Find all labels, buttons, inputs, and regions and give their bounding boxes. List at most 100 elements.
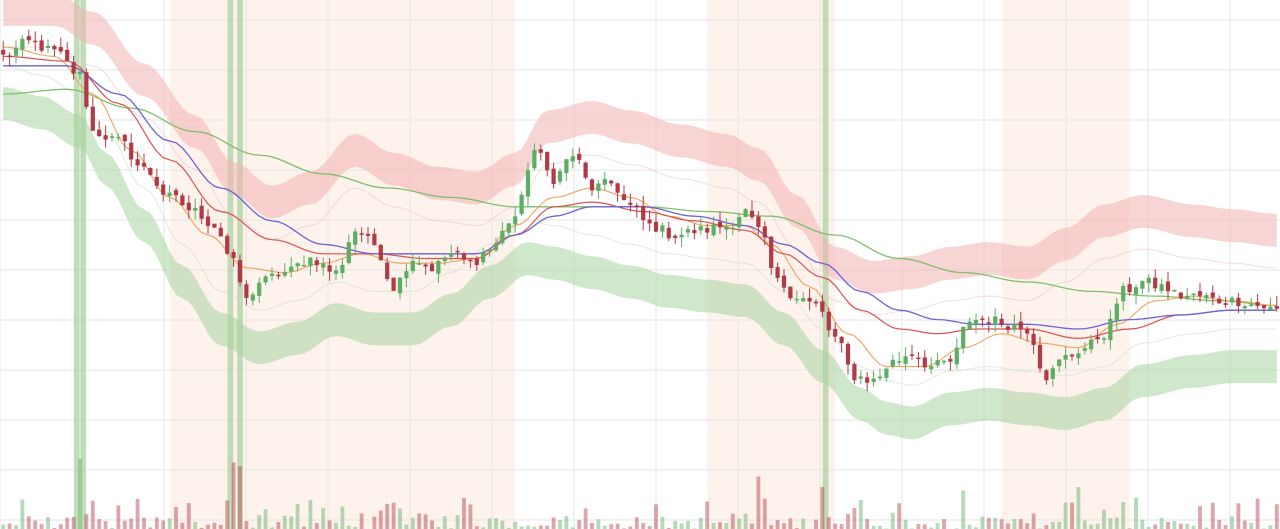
volume-bar xyxy=(519,526,524,529)
volume-bar xyxy=(577,520,582,529)
candle-body xyxy=(538,149,543,153)
volume-bar xyxy=(494,518,498,529)
volume-bar xyxy=(212,522,217,529)
candle-body xyxy=(852,364,857,381)
candle-body xyxy=(129,142,134,160)
volume-bar xyxy=(1159,517,1164,529)
volume-bar xyxy=(654,504,658,529)
candle-body xyxy=(788,286,793,299)
candle-body xyxy=(1,49,6,55)
volume-bar xyxy=(410,517,415,529)
volume-bar xyxy=(199,527,204,529)
candle-body xyxy=(999,318,1004,325)
volume-bar xyxy=(986,517,991,529)
candle-body xyxy=(1076,353,1081,359)
candle-body xyxy=(1005,326,1011,330)
candle-body xyxy=(269,273,275,276)
volume-bar xyxy=(730,513,735,529)
candle-body xyxy=(903,356,908,364)
volume-bar xyxy=(244,520,249,529)
candle-body xyxy=(769,236,774,269)
candle-body xyxy=(417,263,422,265)
volume-bar xyxy=(993,517,998,529)
volume-bar xyxy=(391,502,396,529)
volume-bar xyxy=(39,523,44,529)
candle-body xyxy=(353,231,358,245)
candle-body xyxy=(308,257,313,267)
candle-body xyxy=(378,244,383,261)
volume-bar xyxy=(833,523,838,529)
candle-body xyxy=(666,227,671,239)
volume-bar xyxy=(1134,497,1138,529)
candle-body xyxy=(397,277,403,294)
volume-bar xyxy=(1146,527,1151,529)
candle-body xyxy=(673,235,678,238)
candle-body xyxy=(180,195,185,206)
volume-bar xyxy=(385,504,390,529)
candle-body xyxy=(749,210,755,218)
volume-bar xyxy=(1012,519,1017,529)
volume-bar xyxy=(167,518,172,529)
volume-bar xyxy=(897,503,902,529)
candle-body xyxy=(513,216,518,225)
volume-bar xyxy=(314,523,319,529)
volume-bar xyxy=(129,518,134,529)
volume-bar xyxy=(564,516,569,529)
volume-bar xyxy=(628,526,633,529)
volume-bar xyxy=(1063,502,1068,529)
volume-bar xyxy=(1,524,6,529)
candle-body xyxy=(826,311,831,331)
candle-body xyxy=(660,225,665,232)
candle-body xyxy=(679,234,684,238)
volume-bar xyxy=(308,499,313,529)
volume-bar xyxy=(839,524,844,529)
candle-body xyxy=(961,326,966,349)
candle-body xyxy=(97,129,102,136)
volume-bar xyxy=(58,524,63,529)
volume-bar xyxy=(1121,502,1126,529)
candle-body xyxy=(929,366,934,370)
volume-bar xyxy=(180,522,185,529)
volume-bar xyxy=(513,521,518,529)
volume-bar xyxy=(65,517,70,529)
volume-bar xyxy=(1242,520,1247,529)
volume-bar xyxy=(1268,525,1273,529)
candle-body xyxy=(468,259,473,262)
volume-bar xyxy=(1172,521,1177,529)
candle-body xyxy=(84,72,89,107)
volume-bar xyxy=(1102,509,1106,529)
volume-bar xyxy=(372,516,377,529)
volume-bar xyxy=(634,517,639,529)
candle-body xyxy=(890,359,895,367)
candle-body xyxy=(449,253,454,257)
volume-bar xyxy=(641,523,646,529)
candle-body xyxy=(589,179,595,191)
candle-body xyxy=(781,275,787,288)
volume-bar xyxy=(826,517,831,529)
candle-body xyxy=(1140,281,1145,289)
volume-bar xyxy=(417,513,422,529)
candle-body xyxy=(321,263,326,268)
candle-body xyxy=(295,263,300,267)
volume-bar xyxy=(596,519,601,529)
volume-bar xyxy=(686,520,690,529)
volume-bar xyxy=(737,518,742,529)
candle-body xyxy=(65,49,70,61)
candle-body xyxy=(429,264,435,272)
candle-body xyxy=(833,328,838,337)
volume-bar xyxy=(423,514,428,529)
volume-bar xyxy=(1044,525,1049,529)
candle-body xyxy=(205,216,211,226)
candle-body xyxy=(1012,324,1017,330)
volume-bar xyxy=(20,499,25,529)
volume-bar xyxy=(353,526,358,529)
volume-bar xyxy=(1018,519,1023,529)
candle-body xyxy=(372,233,377,246)
candle-body xyxy=(1217,298,1222,304)
candle-body xyxy=(1191,293,1196,296)
volume-bar xyxy=(1204,527,1209,529)
volume-bar xyxy=(1191,525,1196,529)
candle-body xyxy=(820,301,825,312)
candle-body xyxy=(289,266,294,272)
